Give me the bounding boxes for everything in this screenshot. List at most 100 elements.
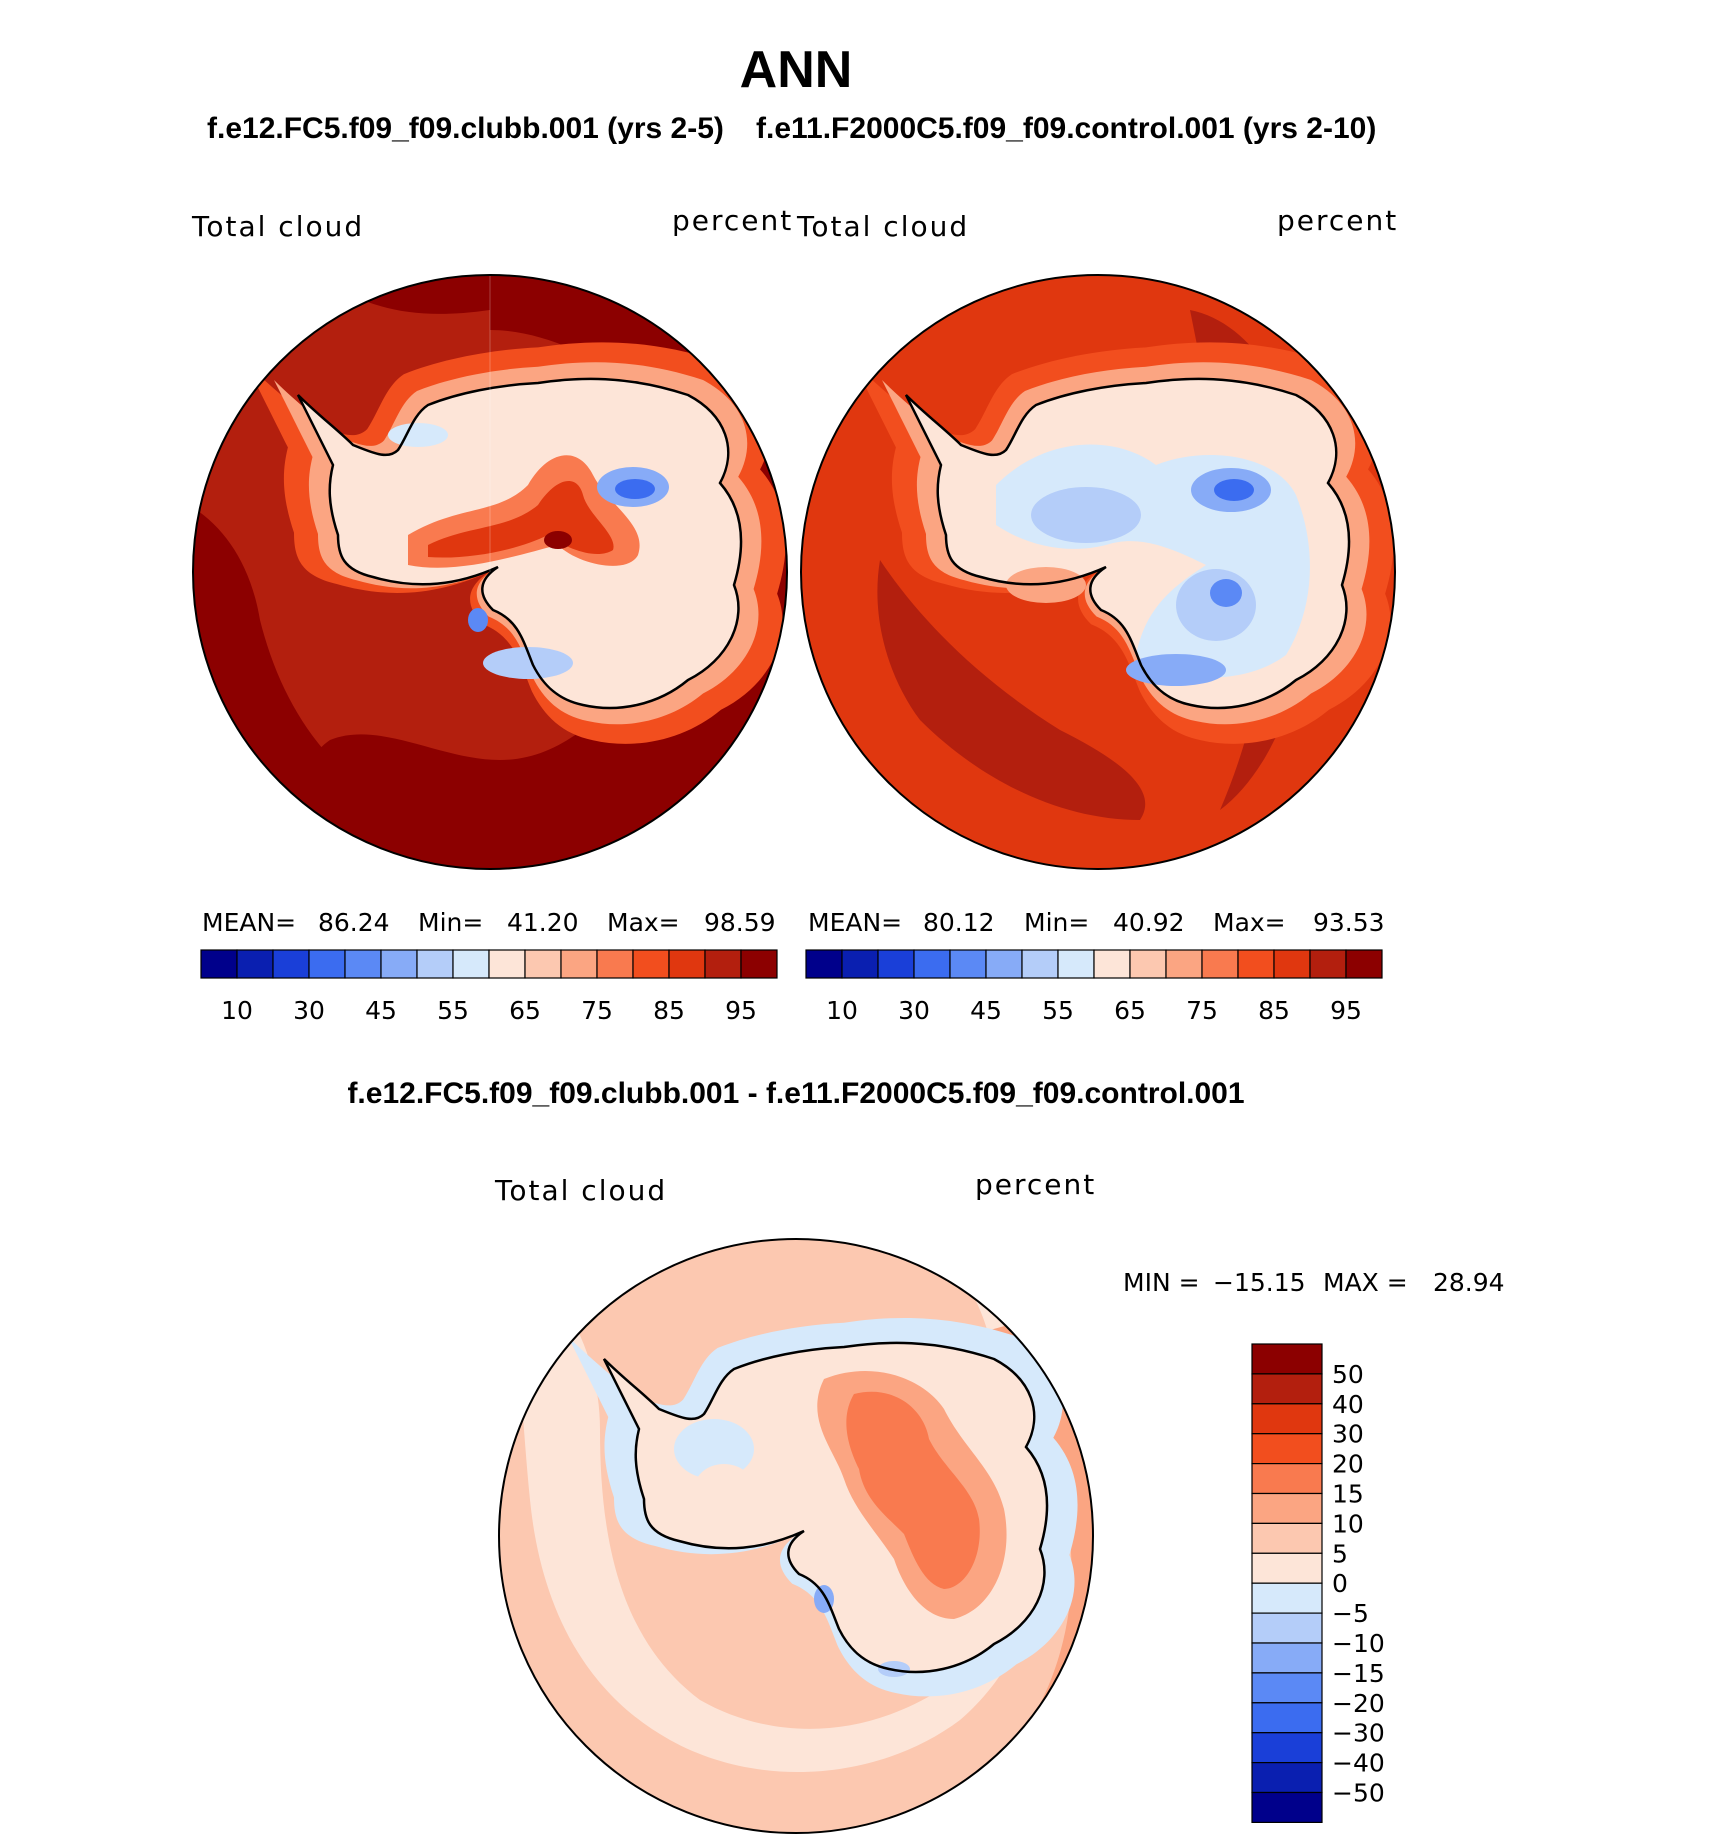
right-outer-band-southwest <box>877 560 1146 820</box>
right-colorbar-swatch <box>949 949 987 979</box>
diff-colorbar-swatch <box>1251 1732 1323 1764</box>
right-colorbar-swatch <box>1309 949 1347 979</box>
diff-colorbar-swatch <box>1251 1552 1323 1584</box>
diff-colorbar-tick-label: −50 <box>1332 1779 1385 1808</box>
right-colorbar-swatch <box>913 949 951 979</box>
left-map-border <box>192 274 788 870</box>
right-max-value: 93.53 <box>1313 908 1385 937</box>
left-colorbar-swatch <box>200 949 238 979</box>
left-mean-value: 86.24 <box>318 908 390 937</box>
right-colorbar-tick-label: 85 <box>1258 996 1290 1025</box>
left-min-value: 41.20 <box>507 908 579 937</box>
diff-colorbar-swatch <box>1251 1492 1323 1524</box>
right-panel: Total cloud percent <box>796 204 1398 1025</box>
diff-colorbar-swatch <box>1251 1702 1323 1734</box>
right-colorbar-swatch <box>841 949 879 979</box>
diff-colorbar-swatch <box>1251 1761 1323 1794</box>
left-panel-title: f.e12.FC5.f09_f09.clubb.001 (yrs 2-5) <box>207 112 724 145</box>
diff-colorbar-tick-label: −20 <box>1332 1689 1385 1718</box>
right-colorbar-swatch <box>877 949 915 979</box>
left-colorbar-swatch <box>236 949 274 979</box>
right-mean-value: 80.12 <box>923 908 995 937</box>
left-units-label: percent <box>672 204 793 237</box>
right-colorbar-swatch <box>1057 949 1095 979</box>
diff-colorbar-tick-label: 0 <box>1332 1569 1348 1598</box>
figure-title: ANN <box>740 41 853 99</box>
difference-panel: f.e12.FC5.f09_f09.clubb.001 - f.e11.F200… <box>347 1077 1505 1834</box>
left-colorbar: 10 30 45 55 65 75 85 95 <box>200 949 778 1025</box>
left-colorbar-tick-label: 75 <box>581 996 613 1025</box>
diff-max-value: 28.94 <box>1433 1268 1505 1297</box>
left-colorbar-swatch <box>632 949 670 979</box>
left-colorbar-tick-label: 55 <box>437 996 469 1025</box>
right-colorbar-swatch <box>1093 949 1131 979</box>
left-colorbar-swatch <box>308 949 346 979</box>
right-colorbar-swatch <box>985 949 1023 979</box>
diff-colorbar-swatch <box>1251 1343 1323 1375</box>
left-colorbar-swatch <box>488 949 526 979</box>
diff-min-label: MIN = <box>1123 1268 1200 1297</box>
left-colorbar-swatch <box>452 949 490 979</box>
left-colorbar-tick-label: 95 <box>725 996 757 1025</box>
right-colorbar-tick-label: 45 <box>970 996 1002 1025</box>
diff-colorbar-swatch <box>1251 1672 1323 1704</box>
diff-colorbar-swatch <box>1251 1791 1323 1823</box>
left-panel: Total cloud percent <box>191 204 793 1025</box>
diff-colorbar-tick-label: −40 <box>1332 1749 1385 1778</box>
diff-min-value: −15.15 <box>1213 1268 1306 1297</box>
diff-colorbar-tick-label: 10 <box>1332 1509 1364 1538</box>
left-variable-label: Total cloud <box>191 210 364 243</box>
right-min-label: Min= <box>1024 908 1089 937</box>
right-min-value: 40.92 <box>1113 908 1185 937</box>
left-max-label: Max= <box>607 908 680 937</box>
left-max-value: 98.59 <box>704 908 776 937</box>
diff-colorbar-swatch <box>1251 1522 1323 1554</box>
right-colorbar-tick-label: 95 <box>1330 996 1362 1025</box>
right-colorbar-tick-label: 65 <box>1114 996 1146 1025</box>
right-colorbar-tick-label: 10 <box>826 996 858 1025</box>
right-colorbar-swatch <box>1201 949 1239 979</box>
diff-max-label: MAX = <box>1323 1268 1408 1297</box>
left-colorbar-tick-label: 85 <box>653 996 685 1025</box>
left-antarctica-field <box>245 342 786 744</box>
left-colorbar-swatch <box>272 949 310 979</box>
left-colorbar-tick-label: 30 <box>293 996 325 1025</box>
right-map-border <box>800 274 1396 870</box>
right-panel-title: f.e11.F2000C5.f09_f09.control.001 (yrs 2… <box>756 112 1376 145</box>
diff-colorbar-tick-label: 15 <box>1332 1480 1364 1509</box>
right-colorbar-tick-label: 55 <box>1042 996 1074 1025</box>
difference-title: f.e12.FC5.f09_f09.clubb.001 - f.e11.F200… <box>347 1077 1244 1110</box>
diff-colorbar-tick-label: 5 <box>1332 1539 1348 1568</box>
left-colorbar-swatch <box>740 949 778 979</box>
diff-colorbar-swatch <box>1251 1612 1323 1644</box>
left-colorbar-swatch <box>344 949 382 979</box>
right-units-label: percent <box>1277 204 1398 237</box>
diff-map-border <box>498 1238 1094 1834</box>
right-colorbar-swatch <box>1237 949 1275 979</box>
diff-colorbar-tick-label: 20 <box>1332 1450 1364 1479</box>
right-colorbar-swatch <box>1129 949 1167 979</box>
left-colorbar-swatch <box>524 949 562 979</box>
left-min-label: Min= <box>418 908 483 937</box>
diff-colorbar-swatch <box>1251 1373 1323 1405</box>
right-colorbar: 10 30 45 55 65 75 85 95 <box>805 949 1383 1025</box>
right-colorbar-swatch <box>1345 949 1383 979</box>
diff-colorbar-tick-label: −15 <box>1332 1659 1385 1688</box>
right-colorbar-tick-label: 30 <box>898 996 930 1025</box>
left-colorbar-tick-label: 45 <box>365 996 397 1025</box>
right-antarctica-field <box>853 342 1394 744</box>
left-colorbar-swatch <box>380 949 418 979</box>
left-colorbar-tick-label: 10 <box>221 996 253 1025</box>
diff-colorbar-swatch <box>1251 1403 1323 1435</box>
right-mean-label: MEAN= <box>808 908 902 937</box>
left-colorbar-swatch <box>596 949 634 979</box>
right-colorbar-tick-label: 75 <box>1186 996 1218 1025</box>
diff-antarctica-field <box>568 1317 1078 1697</box>
diff-polar-map <box>499 1239 1093 1833</box>
left-colorbar-swatch <box>704 949 742 979</box>
diff-colorbar-swatch <box>1251 1642 1323 1674</box>
right-polar-map <box>801 275 1395 869</box>
diff-colorbar-tick-label: 40 <box>1332 1390 1364 1419</box>
